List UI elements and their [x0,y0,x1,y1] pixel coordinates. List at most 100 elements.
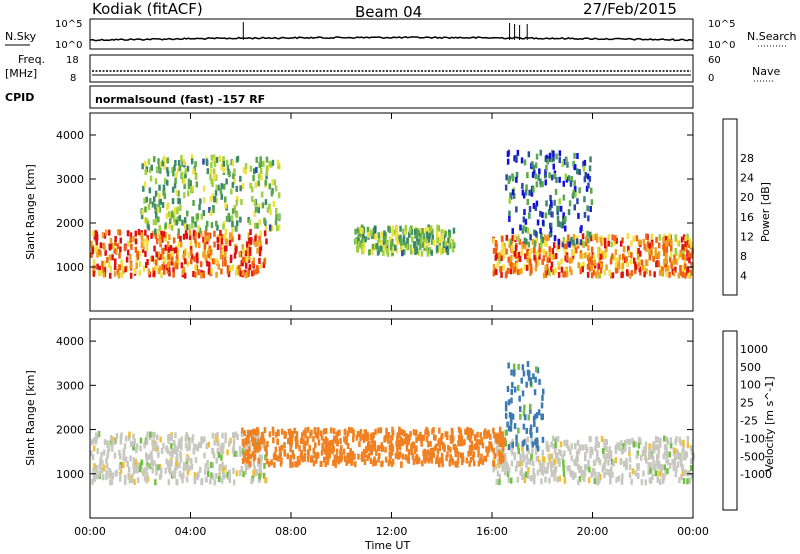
power-cell [175,172,178,179]
velocity-cell [110,441,114,448]
power-cell [642,238,646,245]
velocity-cell [276,439,280,446]
velocity-cell [111,445,114,452]
velocity-cell [180,436,183,443]
velocity-cell [249,453,252,460]
velocity-cell [511,413,515,420]
velocity-cell [372,460,375,467]
velocity-cell [246,456,250,463]
power-cell [565,271,569,278]
power-cell [596,269,599,276]
power-cell [628,250,631,257]
velocity-cell [157,451,160,458]
power-cell [553,199,556,206]
power-cell [621,267,624,274]
velocity-cell [401,440,404,446]
power-cell [190,187,193,194]
power-cell [494,268,498,275]
power-cell [387,225,390,232]
velocity-cell [362,436,366,443]
power-cell [535,153,539,160]
velocity-cell [302,438,305,445]
velocity-cell [570,443,573,450]
power-cell [268,224,272,231]
power-cell [263,230,267,237]
velocity-cell [350,427,354,434]
velocity-cell [543,456,546,463]
power-cell [210,222,214,229]
velocity-cell [676,461,680,468]
power-cell [202,210,205,217]
power-cell [404,224,408,231]
velocity-cell [555,436,559,443]
power-cell [108,261,111,268]
velocity-cell [316,433,320,440]
velocity-cell [391,458,395,465]
power-ylabel: Slant Range [km] [24,164,37,260]
velocity-cell [194,457,198,464]
power-cell [222,156,225,163]
velocity-cell [472,451,476,458]
velocity-cell [481,459,484,465]
power-cell [508,241,511,248]
power-cell [428,232,431,239]
power-cell [537,174,540,181]
velocity-cell [159,436,162,443]
velocity-cell [381,460,384,467]
power-cell [410,248,413,255]
power-cell [637,262,641,269]
power-cell [221,253,224,260]
power-cell [171,198,175,205]
power-cell [166,179,169,186]
power-cell [663,250,666,257]
velocity-cell [287,438,290,444]
power-cell [162,260,166,267]
velocity-cell [686,478,689,485]
velocity-cell [145,465,149,472]
power-cell [378,245,382,252]
power-cell [427,236,431,243]
power-cell [688,238,691,245]
velocity-cell [415,453,419,460]
power-cell [550,254,554,260]
power-cell [561,241,565,248]
velocity-cell [412,429,416,436]
power-cell [209,168,213,175]
velocity-cell [672,465,675,472]
velocity-cell [645,457,648,464]
velocity-cell [207,466,210,473]
power-cell [118,229,122,236]
velocity-cell [222,471,225,478]
power-cell [658,234,661,241]
velocity-cell [216,432,219,439]
power-cell [530,267,533,274]
velocity-cell [675,465,678,472]
power-cell [515,206,518,213]
velocity-cell [258,465,262,472]
velocity-cell [372,432,375,439]
velocity-cell [391,426,394,433]
velocity-cell [454,461,458,467]
power-cell [162,248,165,254]
velocity-cell [473,443,476,450]
velocity-cell [437,458,440,464]
velocity-cell [457,426,461,433]
velocity-cell [151,431,155,438]
velocity-cell [534,376,537,383]
power-cell [104,249,107,256]
velocity-cell [651,444,655,450]
velocity-cell [221,432,224,439]
velocity-cell [495,478,498,485]
power-cell [202,272,205,279]
velocity-cell [156,445,160,452]
power-cell [164,178,167,184]
velocity-cell [253,428,256,435]
velocity-cell [451,430,454,437]
velocity-cell [265,450,268,457]
power-cell [185,233,188,240]
velocity-cell [402,429,405,436]
power-cell [574,186,577,193]
velocity-cell [623,446,627,453]
velocity-cell [169,450,172,457]
power-cell [207,267,211,274]
